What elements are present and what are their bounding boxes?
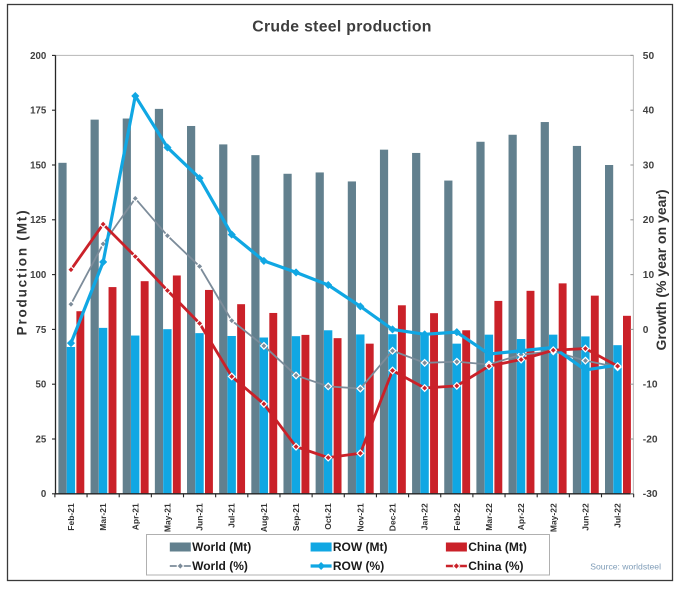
svg-text:Jun-21: Jun-21 [195,503,205,531]
svg-text:175: 175 [30,106,47,117]
svg-text:50: 50 [643,51,655,62]
svg-text:Production (Mt): Production (Mt) [15,209,30,336]
svg-text:Feb-22: Feb-22 [452,503,462,531]
svg-text:Jul-21: Jul-21 [227,503,237,528]
svg-text:200: 200 [30,51,46,62]
svg-text:150: 150 [30,160,46,171]
svg-text:-30: -30 [643,489,658,500]
svg-text:Sep-21: Sep-21 [291,503,301,531]
svg-text:Mar-22: Mar-22 [484,503,494,531]
svg-text:-10: -10 [643,380,658,391]
svg-text:Aug-21: Aug-21 [259,503,269,532]
svg-text:75: 75 [36,325,47,336]
svg-text:50: 50 [36,380,47,391]
svg-text:World (%): World (%) [192,559,248,573]
svg-text:100: 100 [30,270,46,281]
svg-text:Nov-21: Nov-21 [355,503,365,532]
svg-text:10: 10 [643,270,655,281]
svg-text:China (Mt): China (Mt) [468,540,527,554]
svg-text:China (%): China (%) [468,559,523,573]
svg-text:Crude steel production: Crude steel production [252,18,432,35]
svg-text:May-21: May-21 [162,503,172,532]
svg-text:Oct-21: Oct-21 [323,503,333,530]
svg-text:Jun-22: Jun-22 [580,503,590,531]
svg-text:May-22: May-22 [548,503,558,532]
svg-text:Jan-22: Jan-22 [420,503,430,530]
svg-text:Growth (% year on year): Growth (% year on year) [653,189,669,350]
svg-text:Mar-21: Mar-21 [98,503,108,531]
svg-text:30: 30 [643,160,655,171]
svg-text:25: 25 [36,434,47,445]
svg-text:20: 20 [643,215,655,226]
svg-text:World (Mt): World (Mt) [192,540,251,554]
svg-text:0: 0 [41,489,46,500]
svg-text:0: 0 [643,325,649,336]
svg-text:Jul-22: Jul-22 [613,503,623,528]
svg-text:Source: worldsteel: Source: worldsteel [590,561,661,571]
svg-text:ROW (%): ROW (%) [333,559,384,573]
svg-text:-20: -20 [643,434,658,445]
svg-text:ROW (Mt): ROW (Mt) [333,540,388,554]
svg-text:Feb-21: Feb-21 [66,503,76,531]
svg-text:Apr-21: Apr-21 [130,503,140,530]
svg-text:40: 40 [643,106,655,117]
svg-text:Apr-22: Apr-22 [516,503,526,530]
svg-text:125: 125 [30,215,47,226]
svg-text:Dec-21: Dec-21 [388,503,398,531]
